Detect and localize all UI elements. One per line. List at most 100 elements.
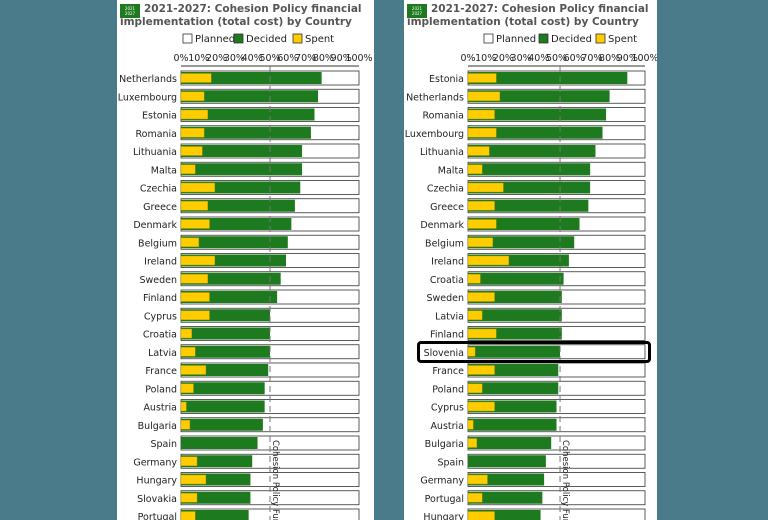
bar-spent xyxy=(180,383,194,393)
x-tick-label: 60% xyxy=(564,53,585,64)
category-label: Poland xyxy=(145,384,177,395)
bar-spent xyxy=(467,146,490,156)
bar-spent xyxy=(180,146,203,156)
chart-panel-right: 2021 2027 2021-2027: Cohesion Policy fin… xyxy=(404,0,657,520)
bar-decided xyxy=(181,510,249,520)
category-label: Spain xyxy=(437,457,464,468)
bar-spent xyxy=(467,511,495,520)
legend-label-planned: Planned xyxy=(496,34,536,45)
bar-decided xyxy=(181,163,303,176)
x-tick-label: 70% xyxy=(581,53,602,64)
bar-decided xyxy=(468,309,562,322)
bar-spent xyxy=(467,182,504,193)
bar-decided xyxy=(468,90,610,103)
bar-spent xyxy=(467,255,509,266)
bar-decided xyxy=(468,272,564,285)
legend-label-spent: Spent xyxy=(305,34,334,45)
highlight-box xyxy=(417,340,651,363)
bar-spent xyxy=(180,128,205,138)
category-label: Czechia xyxy=(140,184,177,195)
bar-decided xyxy=(468,126,603,139)
category-label: France xyxy=(145,366,177,377)
x-tick-label: 90% xyxy=(331,53,352,64)
category-label: Austria xyxy=(143,403,177,414)
bar-spent xyxy=(467,383,483,393)
x-tick-label: 40% xyxy=(528,53,549,64)
category-label: Portugal xyxy=(138,512,177,520)
x-tick-label: 30% xyxy=(224,53,245,64)
bar-spent xyxy=(180,456,198,466)
legend-swatch-decided xyxy=(233,33,244,44)
bar-decided xyxy=(181,126,311,139)
bar-spent xyxy=(180,292,210,302)
x-tick-label: 0% xyxy=(460,53,475,64)
category-label: Latvia xyxy=(435,311,464,322)
legend-swatch-planned xyxy=(483,33,494,44)
bar-spent xyxy=(467,347,476,357)
x-tick-label: 0% xyxy=(173,53,188,64)
x-tick-label: 100% xyxy=(631,53,657,64)
x-tick-label: 20% xyxy=(493,53,514,64)
chart-svg: Planned Decided Spent 0% 10%20%30%40%50%60%7… xyxy=(118,33,373,520)
category-label: Bulgaria xyxy=(425,439,464,450)
chart-title: 2021-2027: Cohesion Policy financial imp… xyxy=(120,3,362,28)
legend-label-decided: Decided xyxy=(246,34,287,45)
bar-decided xyxy=(181,455,253,468)
bar-spent xyxy=(467,274,481,284)
category-label: Latvia xyxy=(148,348,177,359)
bar-spent xyxy=(180,401,187,412)
bar-spent xyxy=(467,292,495,302)
category-label: Belgium xyxy=(425,238,464,249)
bar-spent xyxy=(180,109,208,120)
category-label: Romania xyxy=(422,111,464,122)
category-label: Romania xyxy=(135,129,177,140)
logo-badge: 2021 2027 xyxy=(120,4,140,18)
bar-spent xyxy=(180,201,208,211)
category-label: Denmark xyxy=(420,220,464,231)
bar-decided xyxy=(181,418,263,431)
bar-spent xyxy=(180,347,196,357)
bar-spent xyxy=(467,164,483,174)
legend-label-spent: Spent xyxy=(608,34,637,45)
x-tick-label: 40% xyxy=(242,53,263,64)
bar-decided xyxy=(181,400,265,413)
category-label: Cyprus xyxy=(144,311,177,322)
bar-spent xyxy=(467,310,483,320)
bar-decided xyxy=(181,437,258,449)
bar-decided xyxy=(468,382,559,395)
category-label: Germany xyxy=(420,476,464,487)
bar-spent xyxy=(180,310,210,320)
bar-spent xyxy=(180,328,192,339)
category-label: Hungary xyxy=(423,512,464,520)
chart-title: 2021-2027: Cohesion Policy financial imp… xyxy=(407,3,649,28)
x-tick-label: 50% xyxy=(546,53,567,64)
bar-spent xyxy=(180,511,196,520)
bar-decided xyxy=(468,108,607,121)
category-label: Belgium xyxy=(138,238,177,249)
category-label: Bulgaria xyxy=(138,421,177,432)
bar-decided xyxy=(181,236,288,249)
category-label: France xyxy=(432,366,464,377)
x-tick-label: 10% xyxy=(475,53,496,64)
bar-decided xyxy=(468,145,596,157)
category-label: Malta xyxy=(151,165,177,176)
bar-decided xyxy=(181,90,319,103)
bar-decided xyxy=(468,455,546,468)
category-label: Finland xyxy=(143,293,177,304)
category-label: Luxembourg xyxy=(405,129,464,140)
category-label: Croatia xyxy=(143,330,177,341)
x-tick-label: 100% xyxy=(345,53,372,64)
bar-spent xyxy=(467,201,495,211)
category-label: Finland xyxy=(430,330,464,341)
bar-spent xyxy=(180,164,196,174)
logo-badge: 2021 2027 xyxy=(407,4,427,18)
bar-spent xyxy=(467,438,478,448)
bar-spent xyxy=(467,493,483,503)
bar-spent xyxy=(467,219,497,229)
bar-spent xyxy=(467,128,497,138)
bar-decided xyxy=(181,145,303,157)
bar-spent xyxy=(180,237,199,247)
category-label: Greece xyxy=(430,202,464,213)
bar-spent xyxy=(467,73,497,83)
category-label: Poland xyxy=(432,384,464,395)
